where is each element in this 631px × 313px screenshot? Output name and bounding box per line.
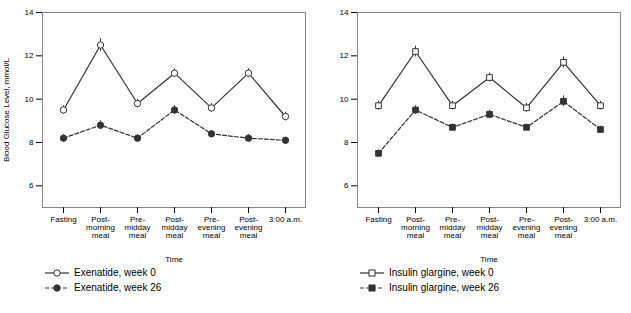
svg-text:6: 6 [344,181,349,190]
svg-text:12: 12 [340,51,349,60]
svg-text:8: 8 [344,138,349,147]
svg-text:8: 8 [29,138,34,147]
svg-text:Fasting: Fasting [50,215,76,224]
svg-text:Pre-middaymeal: Pre-middaymeal [440,215,466,240]
svg-text:Post-morningmeal: Post-morningmeal [86,215,115,240]
html-text:Exenatide, week 0: Exenatide, week 0 [74,267,156,278]
svg-text:Time: Time [165,255,183,264]
svg-text:Fasting: Fasting [365,215,391,224]
html-text:Insulin glargine, week 0: Insulin glargine, week 0 [389,267,494,278]
svg-text:Time: Time [480,255,498,264]
svg-text:10: 10 [25,95,34,104]
svg-text:Post-morningmeal: Post-morningmeal [401,215,430,240]
svg-text:Post-eveningmeal: Post-eveningmeal [549,215,577,240]
svg-text:6: 6 [29,181,34,190]
svg-text:14: 14 [25,8,34,17]
svg-text:14: 14 [340,8,349,17]
html-text:Exenatide, week 26: Exenatide, week 26 [74,282,162,293]
svg-text:12: 12 [25,51,34,60]
html-text:Insulin glargine, week 26: Insulin glargine, week 26 [389,282,500,293]
svg-text:Post-middaymeal: Post-middaymeal [477,215,503,240]
svg-text:Pre-middaymeal: Pre-middaymeal [125,215,151,240]
svg-text:3:00 a.m.: 3:00 a.m. [269,215,302,224]
svg-text:Post-eveningmeal: Post-eveningmeal [234,215,262,240]
svg-text:Blood Glucose Level, mmol/L: Blood Glucose Level, mmol/L [2,57,11,162]
svg-text:Pre-eveningmeal: Pre-eveningmeal [512,215,540,240]
svg-text:Pre-eveningmeal: Pre-eveningmeal [197,215,225,240]
svg-text:Post-middaymeal: Post-middaymeal [162,215,188,240]
svg-text:3:00 a.m.: 3:00 a.m. [584,215,617,224]
svg-text:10: 10 [340,95,349,104]
